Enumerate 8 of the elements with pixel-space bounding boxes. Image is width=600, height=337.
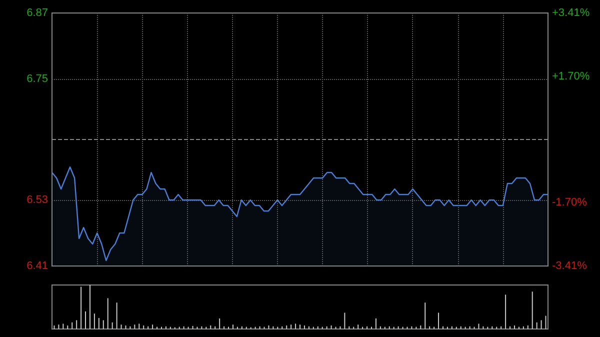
y2-tick-label: -3.41% (552, 260, 588, 272)
y-tick-label: 6.41 (26, 260, 48, 272)
y2-tick-label: -1.70% (552, 196, 588, 209)
y-tick-label: 6.53 (26, 194, 48, 206)
y2-tick-label: +3.41% (552, 7, 590, 19)
y2-tick-label: +1.70% (552, 70, 590, 82)
y-tick-label: 6.87 (26, 7, 48, 19)
y-tick-label: 6.75 (26, 73, 48, 85)
